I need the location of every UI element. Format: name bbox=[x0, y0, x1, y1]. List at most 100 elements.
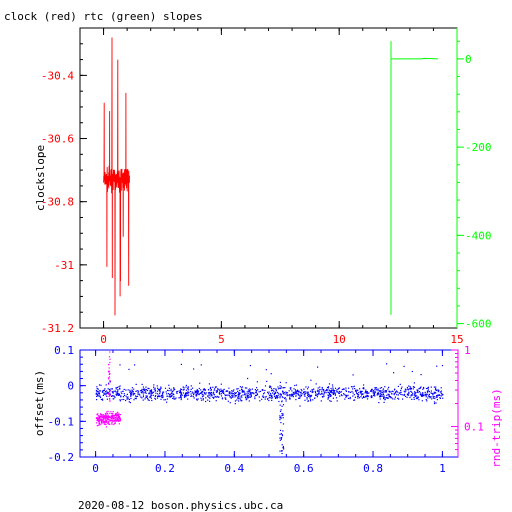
offset-point bbox=[382, 391, 384, 393]
offset-point bbox=[367, 395, 369, 397]
bottom-y2-tick-label: 0.1 bbox=[464, 421, 484, 434]
offset-point bbox=[289, 396, 291, 398]
rndtrip-point bbox=[112, 411, 114, 413]
offset-point bbox=[202, 398, 204, 400]
offset-point bbox=[396, 391, 399, 393]
offset-point bbox=[160, 398, 162, 400]
offset-point bbox=[295, 393, 297, 395]
offset-point bbox=[214, 388, 216, 390]
offset-point bbox=[188, 391, 190, 394]
offset-point bbox=[363, 387, 365, 389]
offset-point bbox=[271, 399, 273, 401]
offset-point bbox=[258, 391, 260, 393]
offset-point bbox=[388, 386, 390, 388]
offset-point bbox=[410, 390, 412, 392]
offset-point bbox=[121, 392, 123, 395]
offset-point bbox=[295, 390, 297, 392]
offset-point bbox=[442, 394, 444, 396]
rndtrip-point bbox=[100, 413, 102, 415]
offset-point bbox=[246, 393, 248, 395]
offset-point bbox=[279, 387, 281, 389]
offset-point bbox=[358, 397, 360, 399]
offset-point bbox=[279, 419, 281, 421]
offset-point bbox=[155, 394, 157, 397]
offset-point bbox=[159, 388, 161, 390]
offset-point bbox=[141, 397, 143, 399]
offset-point bbox=[310, 395, 313, 397]
offset-point bbox=[107, 388, 109, 390]
offset-point bbox=[294, 384, 296, 387]
offset-point bbox=[279, 433, 281, 435]
offset-point bbox=[241, 387, 243, 389]
offset-point bbox=[137, 393, 139, 395]
offset-point bbox=[353, 394, 355, 396]
offset-point bbox=[305, 386, 307, 388]
offset-point bbox=[338, 387, 341, 389]
rndtrip-point bbox=[98, 418, 100, 420]
offset-point bbox=[393, 392, 395, 395]
offset-point bbox=[311, 389, 313, 391]
rndtrip-point bbox=[114, 415, 116, 417]
top-y2-tick-label: 0 bbox=[465, 53, 472, 66]
offset-point bbox=[223, 388, 225, 390]
offset-point bbox=[389, 396, 392, 398]
offset-point bbox=[96, 386, 98, 388]
offset-point bbox=[297, 389, 299, 391]
offset-point bbox=[360, 396, 362, 398]
offset-point bbox=[159, 390, 161, 392]
offset-point bbox=[295, 384, 298, 386]
bottom-y-tick-label: 0 bbox=[67, 380, 74, 393]
offset-point bbox=[268, 396, 270, 398]
offset-point bbox=[247, 396, 249, 398]
offset-point bbox=[96, 394, 98, 396]
offset-point bbox=[374, 387, 376, 389]
offset-point bbox=[238, 398, 240, 400]
offset-point bbox=[242, 391, 244, 393]
bottom-plot: 0 0.2 0.4 0.6 0.8 1 0.1 0 -0.1 -0.2 1 0.1 offset(ms… bbox=[33, 344, 503, 475]
rndtrip-point bbox=[103, 423, 106, 425]
offset-point bbox=[433, 392, 435, 395]
offset-point bbox=[427, 395, 429, 397]
rndtrip-point bbox=[114, 421, 116, 423]
offset-point bbox=[318, 392, 320, 394]
offset-point bbox=[417, 389, 419, 391]
offset-point bbox=[156, 385, 158, 387]
rndtrip-point bbox=[106, 417, 109, 419]
offset-point bbox=[410, 391, 413, 393]
offset-point bbox=[248, 400, 250, 402]
offset-point bbox=[334, 387, 337, 389]
offset-point bbox=[323, 390, 325, 392]
offset-point bbox=[330, 395, 332, 397]
offset-point bbox=[229, 402, 231, 404]
offset-point bbox=[183, 395, 186, 397]
offset-point bbox=[139, 394, 141, 396]
offset-point bbox=[272, 392, 274, 394]
offset-point bbox=[128, 401, 130, 403]
offset-point bbox=[392, 398, 394, 400]
offset-point bbox=[280, 386, 282, 388]
offset-point bbox=[279, 395, 281, 397]
offset-point bbox=[365, 389, 367, 391]
offset-point bbox=[343, 394, 345, 396]
offset-point bbox=[279, 385, 281, 387]
offset-point bbox=[152, 394, 154, 396]
offset-point bbox=[172, 393, 174, 396]
offset-point bbox=[297, 393, 299, 395]
offset-point bbox=[427, 387, 429, 389]
offset-point bbox=[375, 387, 377, 389]
offset-point bbox=[97, 395, 99, 397]
offset-point bbox=[147, 397, 149, 400]
offset-point bbox=[288, 390, 290, 392]
offset-point bbox=[135, 395, 137, 397]
offset-point bbox=[249, 394, 251, 396]
offset-point bbox=[198, 387, 200, 390]
offset-point bbox=[221, 390, 224, 392]
offset-point bbox=[228, 395, 230, 397]
offset-point bbox=[196, 389, 198, 391]
offset-point bbox=[271, 389, 273, 391]
offset-point bbox=[332, 392, 334, 394]
offset-point bbox=[246, 391, 248, 393]
offset-point bbox=[275, 395, 277, 397]
offset-point bbox=[196, 399, 198, 401]
offset-point bbox=[99, 390, 102, 392]
